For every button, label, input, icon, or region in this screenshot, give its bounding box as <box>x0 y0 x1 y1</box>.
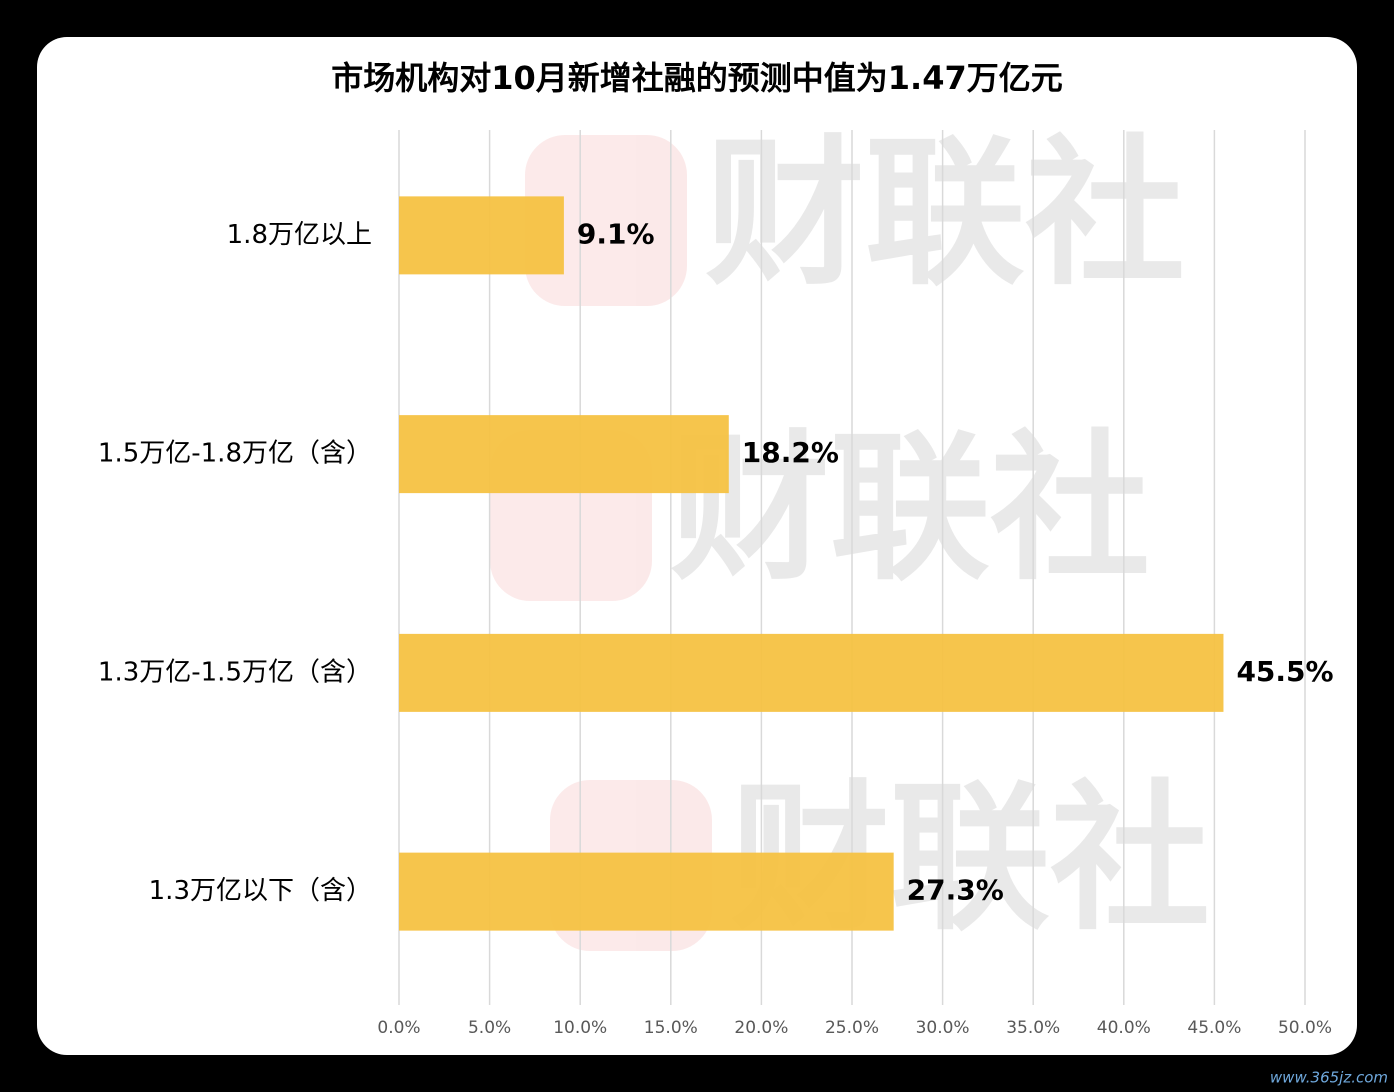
y-tick-label: 1.3万亿以下（含） <box>149 876 372 906</box>
bar <box>399 633 1224 712</box>
x-tick-label: 20.0% <box>734 1018 788 1038</box>
chart-title: 市场机构对10月新增社融的预测中值为1.47万亿元 <box>331 59 1063 97</box>
y-tick-label: 1.8万亿以上 <box>227 220 372 250</box>
value-label: 18.2% <box>742 436 839 469</box>
plot: 0.0% 5.0% 10.0% 15.0% 20.0% 25.0% 30.0% 35.0% 40… <box>98 130 1334 1038</box>
x-tick-label: 25.0% <box>825 1018 879 1038</box>
watermark-logo <box>525 135 687 306</box>
x-tick-label: 35.0% <box>1006 1018 1060 1038</box>
x-tick-label: 50.0% <box>1278 1018 1332 1038</box>
source-mark: www.365jz.com <box>1270 1069 1388 1087</box>
card <box>37 37 1357 1055</box>
bar <box>399 852 894 931</box>
x-tick-label: 30.0% <box>916 1018 970 1038</box>
x-tick-label: 0.0% <box>377 1018 420 1038</box>
watermark: 财联社 <box>705 120 1185 307</box>
y-tick-label: 1.3万亿-1.5万亿（含） <box>98 657 372 687</box>
x-tick-label: 5.0% <box>468 1018 511 1038</box>
x-tick-label: 45.0% <box>1187 1018 1241 1038</box>
bar <box>399 196 564 275</box>
x-tick-label: 15.0% <box>644 1018 698 1038</box>
y-tick-label: 1.5万亿-1.8万亿（含） <box>98 439 372 469</box>
value-label: 45.5% <box>1236 655 1333 688</box>
watermark: 财联社 <box>670 415 1150 602</box>
value-label: 9.1% <box>577 217 655 250</box>
x-tick-label: 10.0% <box>553 1018 607 1038</box>
x-tick-label: 40.0% <box>1097 1018 1151 1038</box>
value-label: 27.3% <box>907 874 1004 907</box>
bar <box>399 415 729 494</box>
